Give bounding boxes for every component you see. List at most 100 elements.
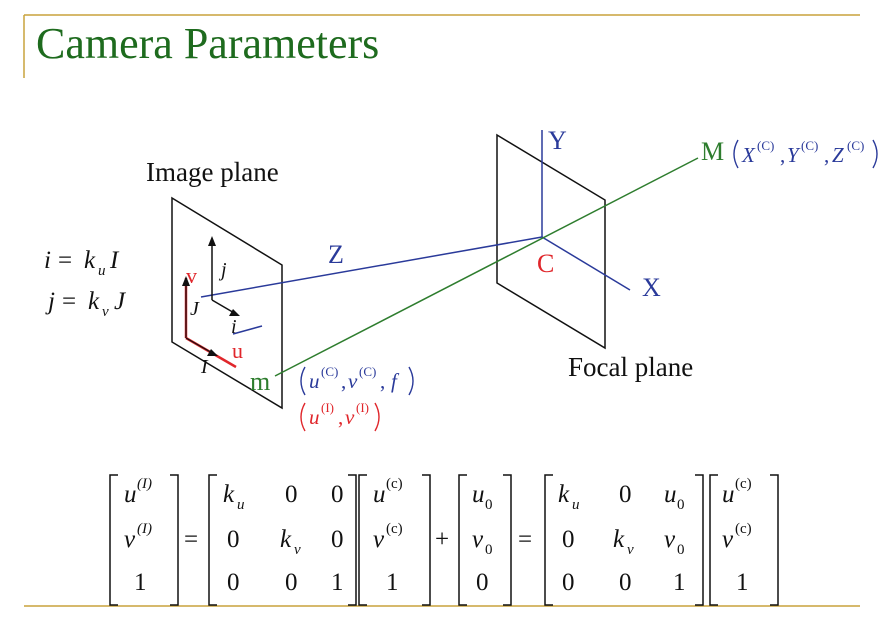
- off-v0-sub: 0: [485, 542, 493, 558]
- k1-kv-sub: v: [294, 542, 301, 558]
- lhs-u-sup: (I): [137, 476, 152, 492]
- m-cam-paren-right: [408, 366, 414, 396]
- point-M-label: M: [701, 137, 724, 166]
- m-cam-v-sup: (C): [359, 364, 376, 379]
- bracket-uc2-left: [709, 474, 718, 606]
- z-axis: [200, 236, 543, 298]
- equals-1: =: [184, 526, 198, 553]
- off-u0-sub: 0: [485, 497, 493, 513]
- J-label: J: [190, 298, 200, 320]
- off-u0: u: [472, 481, 485, 508]
- bracket-lhs-right: [170, 474, 179, 606]
- k2-r3c3: 1: [673, 569, 686, 596]
- k2-u0-sub: 0: [677, 497, 685, 513]
- i-eq-lhs: i: [44, 247, 51, 274]
- bracket-uc1-left: [358, 474, 367, 606]
- focal-plane: [496, 133, 606, 350]
- j-label: j: [218, 259, 227, 281]
- m-cam-v: v: [348, 369, 358, 393]
- m-cam-comma-2: ,: [380, 369, 385, 393]
- image-plane: [171, 196, 283, 410]
- m-img-v: v: [345, 405, 355, 429]
- k1-r1c3: 0: [331, 481, 344, 508]
- y-axis-label: Y: [548, 126, 567, 155]
- i-equation: i = k u I: [44, 247, 120, 279]
- m-img-u-sup: (I): [321, 400, 334, 415]
- I-axis: [185, 337, 215, 355]
- off-v0: v: [472, 526, 484, 553]
- M-coordinates: X (C) , Y (C) , Z (C): [741, 138, 864, 167]
- uc2-v: v: [722, 526, 734, 553]
- m-cam-comma-1: ,: [341, 369, 346, 393]
- bracket-k-left: [208, 474, 217, 606]
- m-cam-paren-left: [300, 366, 306, 396]
- point-m-label: m: [250, 367, 270, 396]
- bracket-uc1-right: [422, 474, 431, 606]
- k2-u0: u: [664, 481, 677, 508]
- m-img-u: u: [309, 405, 320, 429]
- i-label: i: [231, 316, 237, 338]
- plus-sign: +: [435, 526, 449, 553]
- x-axis: [541, 236, 631, 291]
- optical-center-label: C: [537, 249, 554, 278]
- k2-r2c1: 0: [562, 526, 575, 553]
- z-axis-label: Z: [328, 240, 344, 269]
- j-eq-k: k: [88, 288, 100, 315]
- projection-ray: [274, 157, 699, 377]
- M-comma-2: ,: [824, 143, 829, 167]
- M-comma-1: ,: [780, 143, 785, 167]
- k1-ku-sub: u: [237, 497, 245, 513]
- M-x-sup: (C): [757, 138, 774, 153]
- m-camera-coordinates: u (C) , v (C) , f: [309, 364, 400, 393]
- j-eq-equals: =: [62, 288, 76, 315]
- i-eq-rhs: I: [109, 247, 120, 274]
- i-arrowhead: [229, 309, 240, 316]
- uc1-u: u: [373, 481, 386, 508]
- uc1-v-sup: (c): [386, 521, 403, 537]
- uc1-one: 1: [386, 569, 399, 596]
- slide-title: Camera Parameters: [36, 19, 380, 68]
- k2-kv-sub: v: [627, 542, 634, 558]
- off-zero: 0: [476, 569, 489, 596]
- i-eq-sub: u: [98, 263, 106, 279]
- lhs-v-sup: (I): [137, 521, 152, 537]
- k1-r2c1: 0: [227, 526, 240, 553]
- focal-plane-label: Focal plane: [568, 352, 693, 382]
- k1-kv: k: [280, 526, 292, 553]
- m-cam-f: f: [391, 369, 400, 393]
- M-y: Y: [787, 143, 801, 167]
- uc2-u-sup: (c): [735, 476, 752, 492]
- m-img-v-sup: (I): [356, 400, 369, 415]
- j-eq-sub: v: [102, 304, 109, 320]
- k2-r1c2: 0: [619, 481, 632, 508]
- k2-kv: k: [613, 526, 625, 553]
- image-plane-label: Image plane: [146, 157, 279, 187]
- x-axis-label: X: [642, 273, 661, 302]
- v-label: v: [186, 263, 197, 288]
- ray-stub: [232, 325, 263, 335]
- k2-v0: v: [664, 526, 676, 553]
- i-eq-equals: =: [58, 247, 72, 274]
- M-z: Z: [832, 143, 844, 167]
- M-paren-right: [872, 139, 878, 169]
- equals-2: =: [518, 526, 532, 553]
- lhs-v: v: [124, 526, 136, 553]
- uc1-v: v: [373, 526, 385, 553]
- k1-r2c3: 0: [331, 526, 344, 553]
- j-arrowhead: [208, 236, 216, 246]
- k2-ku-sub: u: [572, 497, 580, 513]
- bracket-offset-left: [458, 474, 467, 606]
- k2-v0-sub: 0: [677, 542, 685, 558]
- I-label: I: [200, 356, 209, 378]
- bracket-lhs-left: [109, 474, 118, 606]
- m-image-coordinates: u (I) , v (I): [309, 400, 369, 429]
- M-z-sup: (C): [847, 138, 864, 153]
- uc2-u: u: [722, 481, 735, 508]
- k1-r3c3: 1: [331, 569, 344, 596]
- m-img-comma: ,: [338, 405, 343, 429]
- bracket-uc2-right: [770, 474, 779, 606]
- m-img-paren-right: [374, 402, 380, 432]
- M-paren-left: [733, 139, 739, 169]
